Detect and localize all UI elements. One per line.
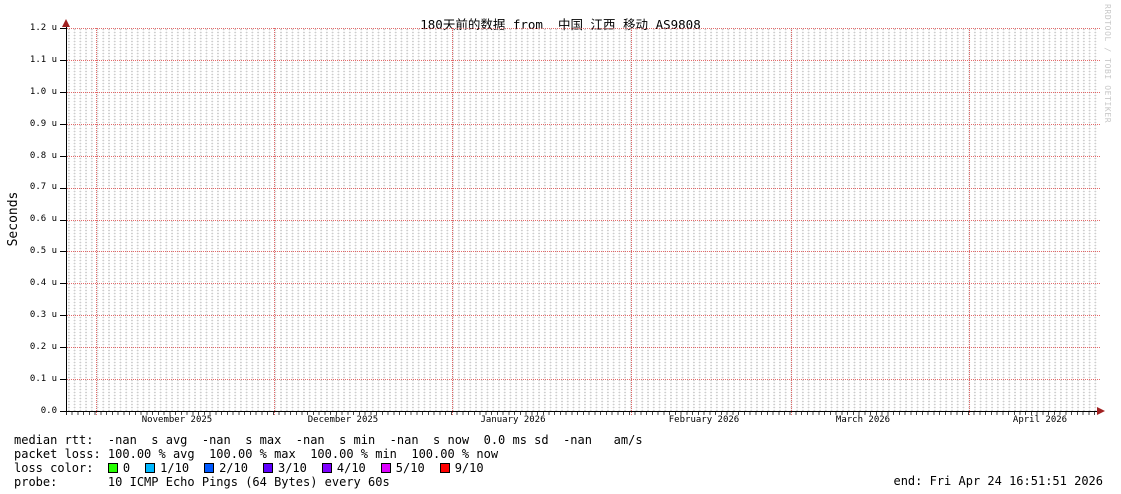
rrdtool-watermark: RRDTOOL / TOBI OETIKER <box>1103 4 1112 124</box>
x-tick-label: December 2025 <box>307 415 379 425</box>
x-tick-label: April 2026 <box>1012 415 1068 425</box>
loss-swatch-icon <box>380 463 391 473</box>
y-tick-label: 1.0 u <box>29 87 57 97</box>
loss-swatch-label: 3/10 <box>277 461 307 475</box>
y-tick-label: 0.1 u <box>29 374 57 384</box>
y-tick-label: 0.4 u <box>29 278 57 288</box>
y-axis-tick <box>60 283 66 284</box>
loss-swatch-label: 1/10 <box>160 461 190 475</box>
y-gridline <box>66 379 1100 380</box>
loss-swatch-label: 9/10 <box>454 461 484 475</box>
loss-swatch-label: 5/10 <box>395 461 425 475</box>
y-gridline <box>66 92 1100 93</box>
y-axis-tick <box>60 124 66 125</box>
loss-color-item: 2/10 <box>204 461 248 475</box>
legend-median-rtt: median rtt: -nan s avg -nan s max -nan s… <box>14 433 643 447</box>
x-tick-label: November 2025 <box>141 415 213 425</box>
loss-color-item: 1/10 <box>145 461 189 475</box>
y-tick-label: 0.0 <box>40 406 57 416</box>
y-tick-label: 0.7 u <box>29 182 57 192</box>
y-axis-tick <box>60 411 66 412</box>
y-axis-tick <box>60 315 66 316</box>
loss-swatch-label: 0 <box>122 461 131 475</box>
y-gridline <box>66 188 1100 189</box>
month-gridline <box>274 28 275 415</box>
loss-color-item: 9/10 <box>439 461 484 475</box>
y-gridline <box>66 28 1100 29</box>
loss-swatch-icon <box>204 463 215 473</box>
loss-swatch-icon <box>107 463 118 473</box>
y-gridline <box>66 60 1100 61</box>
y-axis-tick <box>60 188 66 189</box>
x-tick-label: February 2026 <box>668 415 740 425</box>
loss-swatch-icon <box>321 463 332 473</box>
y-gridline <box>66 251 1100 252</box>
loss-color-item: 4/10 <box>321 461 366 475</box>
y-axis-tick <box>60 347 66 348</box>
y-gridline <box>66 220 1100 221</box>
x-axis-minor-ticks <box>66 412 1098 415</box>
y-axis-tick <box>60 28 66 29</box>
y-gridline <box>66 156 1100 157</box>
month-gridline <box>96 28 97 415</box>
y-axis-tick <box>60 60 66 61</box>
x-axis-line <box>60 411 1097 412</box>
y-tick-label: 1.1 u <box>29 55 57 65</box>
y-gridline <box>66 315 1100 316</box>
month-gridline <box>791 28 792 415</box>
y-gridline <box>66 283 1100 284</box>
legend-loss-color-row: loss color: 0 1/10 2/10 3/10 4/10 5/10 9/10 <box>14 461 499 475</box>
y-tick-label: 0.6 u <box>29 214 57 224</box>
y-axis-tick <box>60 156 66 157</box>
y-tick-label: 0.5 u <box>29 246 57 256</box>
month-gridline <box>452 28 453 415</box>
loss-swatch-icon <box>145 463 156 473</box>
loss-color-item: 5/10 <box>380 461 425 475</box>
y-axis-tick <box>60 379 66 380</box>
y-tick-label: 0.8 u <box>29 151 57 161</box>
month-gridline <box>631 28 632 415</box>
x-tick-label: January 2026 <box>480 415 546 425</box>
loss-swatch-label: 4/10 <box>336 461 366 475</box>
y-axis-arrow-icon <box>62 19 70 27</box>
y-gridline <box>66 347 1100 348</box>
y-axis-tick <box>60 92 66 93</box>
legend-packet-loss: packet loss: 100.00 % avg 100.00 % max 1… <box>14 447 499 461</box>
loss-color-item: 3/10 <box>262 461 307 475</box>
y-axis-line <box>66 24 67 415</box>
y-tick-label: 0.3 u <box>29 310 57 320</box>
y-tick-label: 1.2 u <box>29 23 57 33</box>
month-gridline <box>969 28 970 415</box>
loss-swatch-icon <box>262 463 273 473</box>
y-tick-label: 0.2 u <box>29 342 57 352</box>
x-tick-label: March 2026 <box>835 415 891 425</box>
loss-color-item: 0 <box>107 461 131 475</box>
y-gridline <box>66 124 1100 125</box>
y-axis-tick <box>60 251 66 252</box>
y-tick-label: 0.9 u <box>29 119 57 129</box>
end-timestamp: end: Fri Apr 24 16:51:51 2026 <box>893 474 1103 488</box>
y-axis-tick <box>60 220 66 221</box>
loss-swatch-icon <box>439 463 450 473</box>
plot-area <box>66 28 1100 411</box>
legend-probe: probe: 10 ICMP Echo Pings (64 Bytes) eve… <box>14 475 390 489</box>
x-axis-arrow-icon <box>1097 407 1105 415</box>
loss-swatch-label: 2/10 <box>219 461 248 475</box>
loss-color-label: loss color: <box>14 461 108 475</box>
